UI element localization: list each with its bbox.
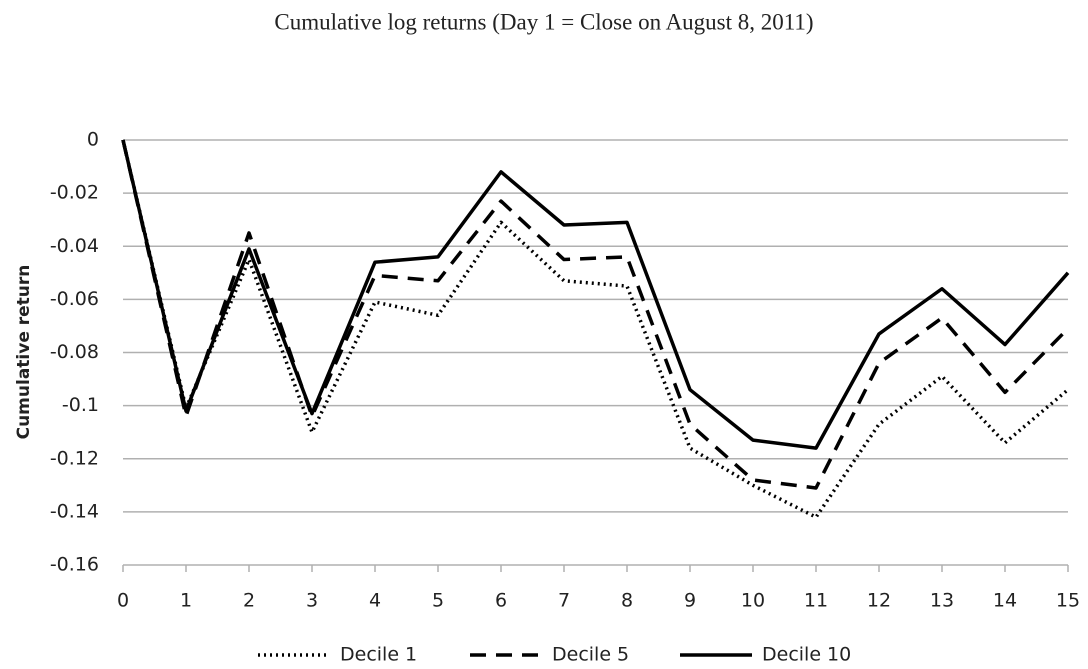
x-tick-label: 13 [930,590,954,612]
x-tick-label: 6 [495,590,507,612]
y-tick-label: -0.08 [50,341,99,363]
x-tick-label: 14 [993,590,1017,612]
x-tick-label: 15 [1056,590,1080,612]
x-tick-label: 0 [117,590,129,612]
y-tick-label: -0.12 [50,447,99,469]
x-tick-label: 7 [558,590,570,612]
x-tick-label: 2 [243,590,255,612]
x-tick-label: 5 [432,590,444,612]
series-line [121,139,1070,519]
legend-label: Decile 5 [552,644,629,666]
x-tick-label: 9 [684,590,696,612]
y-tick-label: -0.16 [50,554,99,576]
x-tick-label: 4 [369,590,381,612]
series-line [121,139,1070,450]
x-tick-label: 8 [621,590,633,612]
y-tick-label: -0.06 [50,288,99,310]
chart-title: Cumulative log returns (Day 1 = Close on… [274,9,813,34]
series-line [121,139,1070,490]
x-tick-label: 3 [306,590,318,612]
x-tick-label: 1 [180,590,192,612]
y-tick-label: -0.1 [62,394,99,416]
y-tick-label: 0 [87,129,99,151]
y-tick-label: -0.04 [50,235,99,257]
y-tick-label: -0.14 [50,500,99,522]
x-tick-label: 11 [804,590,828,612]
y-tick-label: -0.02 [50,182,99,204]
legend-label: Decile 10 [762,644,851,666]
x-tick-label: 10 [741,590,765,612]
legend-label: Decile 1 [340,644,417,666]
y-axis-label: Cumulative return [14,265,34,440]
x-tick-label: 12 [867,590,891,612]
